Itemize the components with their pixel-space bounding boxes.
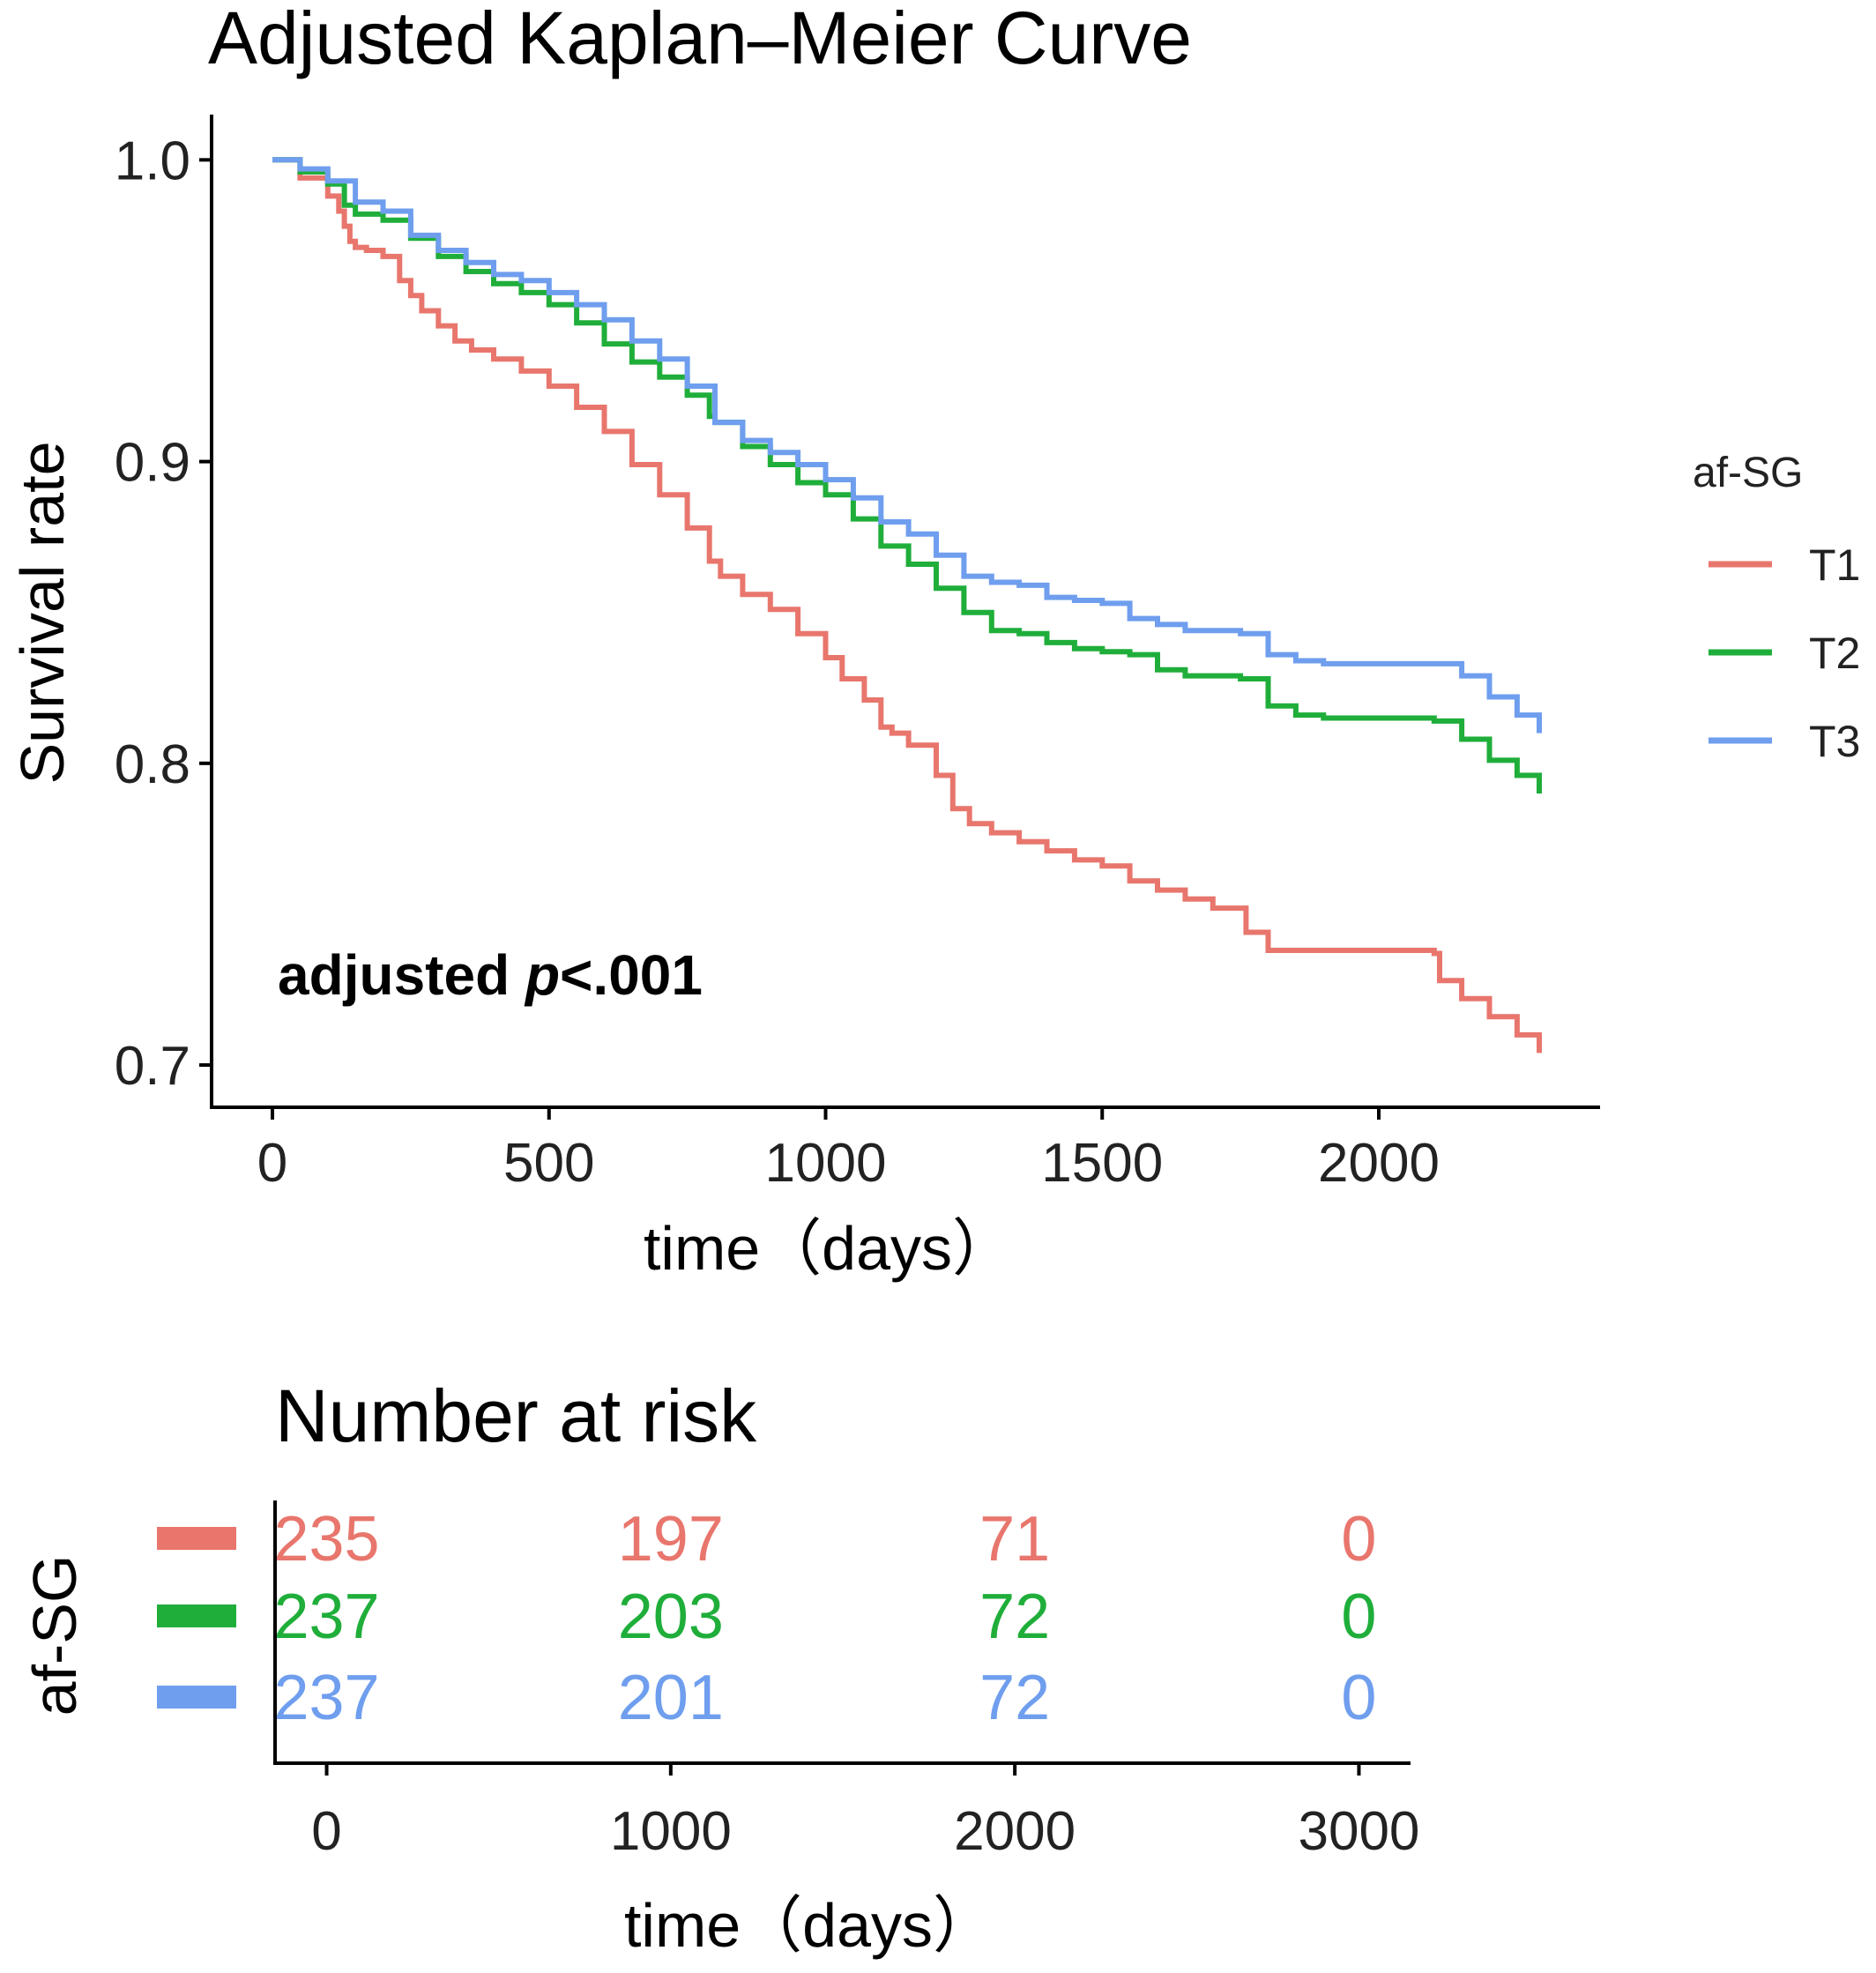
risk-swatch-t1 (157, 1527, 236, 1550)
risk-count-t2: 203 (618, 1582, 724, 1652)
risk-y-axis-label: af-SG (20, 1555, 89, 1716)
km-y-tick-label: 1.0 (115, 130, 190, 191)
km-y-axis-label: Survival rate (8, 441, 77, 784)
risk-count-t3: 0 (1341, 1663, 1376, 1733)
risk-count-t3: 72 (979, 1663, 1050, 1733)
km-x-tick-label: 1000 (765, 1133, 887, 1194)
km-y-tick-label: 0.7 (115, 1036, 190, 1097)
risk-x-tick-label: 0 (311, 1801, 341, 1862)
km-y-tick-label: 0.8 (115, 734, 190, 795)
km-x-tick-label: 1500 (1041, 1133, 1163, 1194)
risk-swatch-t2 (157, 1604, 236, 1627)
km-curve-t1 (272, 157, 1542, 1054)
legend-label-t2: T2 (1809, 629, 1860, 678)
legend-label-t1: T1 (1809, 540, 1860, 590)
km-curves (272, 157, 1542, 1054)
risk-count-t1: 197 (618, 1504, 724, 1575)
km-curve-t3 (272, 157, 1542, 733)
risk-table-title: Number at risk (275, 1374, 757, 1457)
p-value-annotation: adjusted p<.001 (278, 943, 703, 1007)
legend: af-SG T1 T2 T3 (1693, 450, 1860, 766)
risk-group-swatches (157, 1527, 236, 1709)
risk-count-t3: 237 (273, 1663, 379, 1733)
km-x-tick-label: 2000 (1318, 1133, 1440, 1194)
km-x-tick-label: 500 (503, 1133, 594, 1194)
km-y-tick-label: 0.9 (115, 433, 190, 494)
risk-x-tick-label: 3000 (1298, 1801, 1419, 1862)
risk-numbers: 235 197 71 0 237 203 72 0 237 201 72 0 (273, 1504, 1376, 1733)
risk-x-axis-label: time（days） (624, 1891, 994, 1960)
km-x-axis-label: time（days） (644, 1214, 1014, 1283)
legend-items: T1 T2 T3 (1708, 540, 1860, 766)
km-title: Adjusted Kaplan–Meier Curve (208, 0, 1192, 79)
risk-count-t2: 0 (1341, 1582, 1376, 1652)
risk-x-tick-label: 1000 (610, 1801, 732, 1862)
km-x-tick-label: 0 (257, 1133, 287, 1194)
risk-count-t2: 72 (979, 1582, 1050, 1652)
risk-count-t1: 235 (273, 1504, 379, 1575)
km-y-ticks: 0.7 0.8 0.9 1.0 (115, 130, 212, 1097)
risk-count-t1: 71 (979, 1504, 1050, 1575)
km-curve-t2 (272, 157, 1542, 794)
p-value-prefix: adjusted (278, 943, 525, 1007)
risk-swatch-t3 (157, 1686, 236, 1709)
legend-label-t3: T3 (1809, 717, 1860, 766)
risk-count-t1: 0 (1341, 1504, 1376, 1575)
p-value-symbol: p (524, 943, 560, 1007)
risk-x-tick-label: 2000 (954, 1801, 1076, 1862)
km-x-ticks: 0 500 1000 1500 2000 (257, 1107, 1440, 1194)
risk-x-ticks: 0 1000 2000 3000 (311, 1763, 1419, 1862)
risk-count-t2: 237 (273, 1582, 379, 1652)
p-value-threshold: <.001 (560, 943, 703, 1007)
risk-count-t3: 201 (618, 1663, 724, 1733)
legend-title: af-SG (1693, 450, 1803, 496)
